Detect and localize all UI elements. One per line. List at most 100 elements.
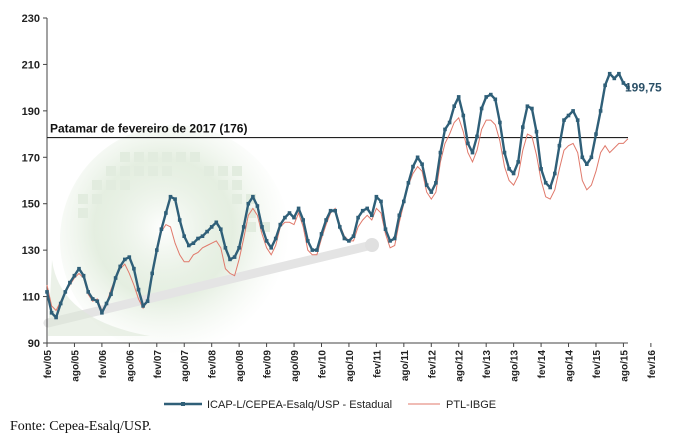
data-point-icap-l [306,239,310,243]
data-point-icap-l [219,227,223,231]
data-point-icap-l [575,118,580,122]
data-point-icap-l [511,171,516,176]
x-tick-label: fev/16 [647,350,658,379]
data-point-icap-l [328,208,333,213]
legend-marker-icap-l [181,402,185,406]
data-point-icap-l [264,239,269,243]
x-tick-label: ago/14 [565,350,576,382]
data-point-icap-l [81,273,86,278]
data-point-icap-l [251,194,255,199]
y-tick-label: 170 [22,152,40,164]
x-tick-label: fev/06 [98,350,109,379]
data-point-icap-l [72,273,77,278]
x-tick-label: ago/08 [235,350,246,382]
data-point-icap-l [104,301,109,306]
x-tick-label: ago/06 [125,350,136,382]
data-point-icap-l [232,255,237,259]
data-point-icap-l [443,127,447,132]
data-point-icap-l [475,134,479,139]
data-point-icap-l [571,109,575,113]
data-point-icap-l [319,232,324,236]
data-point-icap-l [603,83,607,88]
data-point-icap-l [548,185,552,190]
data-point-icap-l [237,246,241,250]
data-point-icap-l [283,215,287,220]
data-point-icap-l [539,167,543,171]
data-point-icap-l [260,225,264,229]
data-point-icap-l [209,225,214,229]
data-point-icap-l [214,220,219,225]
data-point-icap-l [370,213,374,218]
data-point-icap-l [365,206,369,211]
data-point-icap-l [58,301,63,306]
data-point-icap-l [397,213,402,218]
data-point-icap-l [173,197,177,201]
data-point-icap-l [493,97,498,102]
data-point-icap-l [296,206,301,211]
data-point-icap-l [223,246,228,250]
data-point-icap-l [466,141,470,146]
data-point-icap-l [420,162,424,166]
data-point-icap-l [150,271,154,276]
x-tick-label: fev/05 [43,350,54,379]
data-point-icap-l [54,315,58,320]
data-point-icap-l [521,125,525,129]
data-point-icap-l [516,160,520,164]
y-tick-label: 150 [22,199,40,211]
series-group: 199,75 [45,71,662,320]
data-point-icap-l [406,181,411,185]
x-tick-label: ago/09 [290,350,301,382]
y-tick-label: 90 [28,338,40,350]
x-tick-label: fev/11 [372,350,383,378]
data-point-icap-l [255,204,260,208]
data-point-icap-l [273,236,278,241]
x-tick-label: fev/12 [427,350,438,379]
y-tick-label: 130 [22,245,40,257]
data-point-icap-l [347,239,351,243]
data-point-icap-l [589,155,594,160]
data-point-icap-l [100,311,104,315]
data-point-icap-l [113,276,118,280]
reference-line-label: Patamar de fevereiro de 2017 (176) [50,122,247,136]
data-point-icap-l [200,234,205,238]
data-point-icap-l [585,162,589,166]
data-point-icap-l [489,92,493,97]
axes: 90 110 130 150 170 190 210 230 fev/05 ago/05 fev/0… [22,13,658,382]
data-point-icap-l [507,167,511,171]
data-point-icap-l [470,150,475,155]
data-point-icap-l [45,290,49,294]
data-point-icap-l [292,215,296,220]
data-point-icap-l [338,225,342,229]
end-value-label: 199,75 [625,81,662,95]
data-point-icap-l [155,248,159,252]
data-point-icap-l [498,120,502,125]
data-point-icap-l [127,255,132,259]
data-point-icap-l [86,290,90,294]
legend-label-ptl-ibge: PTL-IBGE [446,399,496,411]
data-point-icap-l [566,113,571,118]
x-tick-label: ago/12 [455,350,466,382]
data-point-icap-l [241,225,246,229]
data-point-icap-l [525,104,530,108]
data-point-icap-l [68,280,72,285]
data-point-icap-l [49,311,54,315]
data-point-icap-l [429,190,434,194]
background-watermark [43,125,379,355]
data-point-icap-l [356,215,360,220]
data-point-icap-l [374,194,379,199]
data-point-icap-l [434,181,438,185]
data-point-icap-l [379,199,383,204]
y-tick-label: 210 [22,59,40,71]
source-note: Fonte: Cepea-Esalq/USP. [10,419,152,434]
x-tick-label: fev/10 [317,350,328,379]
data-point-icap-l [447,120,452,125]
data-point-icap-l [191,241,196,245]
y-tick-label: 110 [22,292,40,304]
data-point-icap-l [136,287,141,292]
data-point-icap-l [452,104,456,108]
data-point-icap-l [621,81,626,85]
data-point-icap-l [246,201,251,206]
data-point-icap-l [534,129,539,134]
